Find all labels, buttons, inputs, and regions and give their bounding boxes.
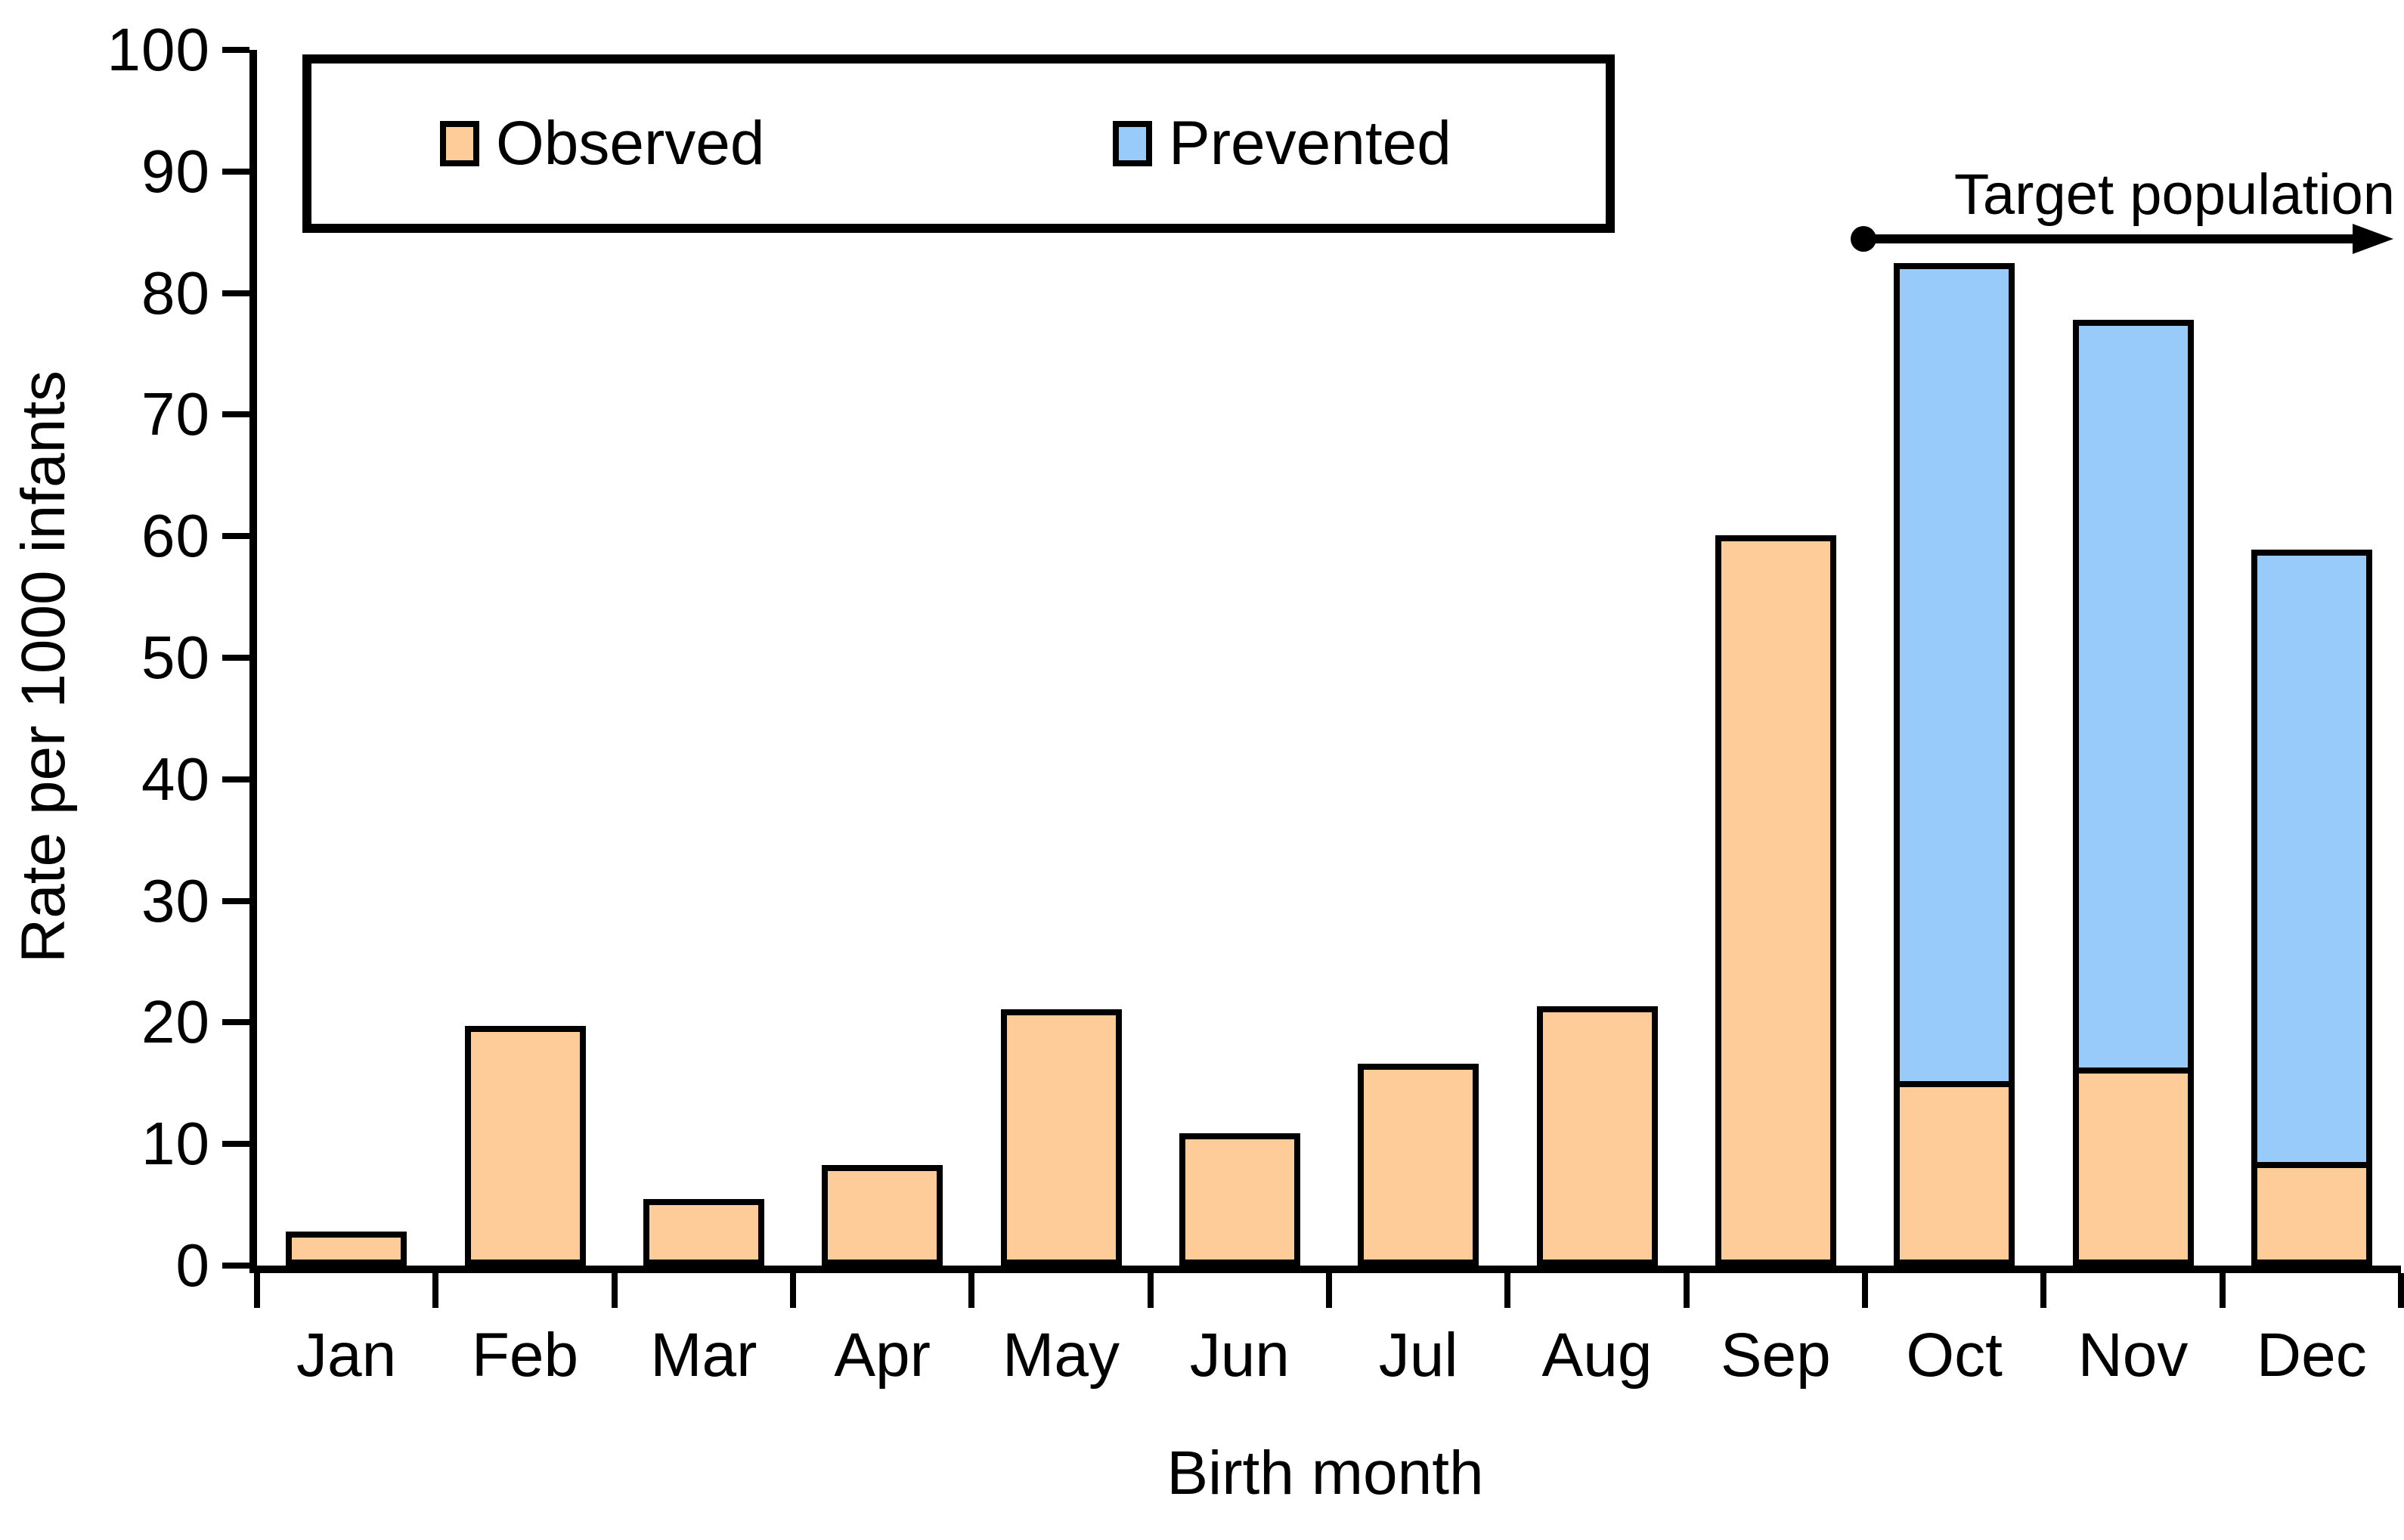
- plot-area: 0 10 20 30 40 50 60 70 80 90 100 Jan Feb Mar Apr May Jun…: [107, 20, 2404, 1387]
- bar-oct-observed: [1894, 1081, 2015, 1266]
- legend-item-observed: Observed: [440, 113, 765, 175]
- y-tick-label: 70: [141, 380, 210, 448]
- bar-apr-observed: [822, 1165, 943, 1266]
- x-tick-label: Apr: [834, 1321, 931, 1390]
- y-tick-label: 80: [141, 259, 210, 327]
- x-tick-mark: [1147, 1273, 1154, 1308]
- bar-feb-observed: [464, 1026, 586, 1266]
- bar-nov-prevented: [2072, 320, 2194, 1074]
- x-tick-label: Jul: [1378, 1321, 1458, 1390]
- x-tick-label: Jan: [296, 1321, 397, 1390]
- target-population-annotation: Target population: [1953, 163, 2395, 227]
- x-tick-mark: [790, 1273, 796, 1308]
- observed-swatch: [440, 121, 479, 166]
- y-tick-mark: [222, 655, 249, 661]
- x-tick-mark: [254, 1273, 260, 1308]
- y-tick-label: 0: [175, 1232, 210, 1299]
- y-tick-label: 30: [141, 866, 210, 934]
- x-tick-mark: [2219, 1273, 2226, 1308]
- x-axis-title: Birth month: [1166, 1439, 1484, 1507]
- y-tick-mark: [222, 47, 249, 53]
- bar-dec-prevented: [2251, 550, 2372, 1168]
- y-tick-mark: [222, 1263, 249, 1269]
- y-tick-label: 100: [107, 16, 210, 83]
- x-tick-label: Sep: [1720, 1321, 1831, 1390]
- x-tick-mark: [1504, 1273, 1511, 1308]
- y-tick-mark: [222, 290, 249, 296]
- y-tick-label: 90: [141, 137, 210, 205]
- bar-mar-observed: [643, 1199, 764, 1266]
- x-tick-mark: [968, 1273, 975, 1308]
- y-tick-label: 50: [141, 624, 210, 691]
- x-tick-mark: [2040, 1273, 2047, 1308]
- y-tick-mark: [222, 533, 249, 540]
- y-tick-label: 40: [141, 745, 210, 813]
- x-tick-mark: [611, 1273, 618, 1308]
- x-tick-label: Nov: [2077, 1321, 2189, 1390]
- legend: Observed Prevented: [302, 54, 1615, 233]
- bar-may-observed: [1000, 1009, 1122, 1266]
- legend-label-observed: Observed: [496, 109, 765, 178]
- legend-label-prevented: Prevented: [1169, 109, 1451, 178]
- target-population-arrow: [1851, 224, 2393, 254]
- x-tick-mark: [1326, 1273, 1332, 1308]
- x-tick-mark: [2398, 1273, 2404, 1308]
- y-tick-mark: [222, 168, 249, 175]
- arrow-head-icon: [2353, 224, 2393, 254]
- bar-dec-observed: [2251, 1162, 2372, 1266]
- x-tick-label: Oct: [1906, 1321, 2003, 1390]
- bar-nov-observed: [2072, 1067, 2194, 1266]
- y-tick-label: 20: [141, 988, 210, 1056]
- x-tick-label: Mar: [650, 1321, 757, 1390]
- y-tick-mark: [222, 1141, 249, 1148]
- y-tick-mark: [222, 1019, 249, 1026]
- x-tick-mark: [1683, 1273, 1690, 1308]
- x-tick-label: Feb: [471, 1321, 579, 1390]
- x-tick-label: May: [1002, 1321, 1120, 1390]
- bar-jul-observed: [1358, 1064, 1479, 1266]
- bar-aug-observed: [1536, 1006, 1658, 1266]
- x-tick-label: Aug: [1541, 1321, 1653, 1390]
- y-tick-label: 10: [141, 1110, 210, 1178]
- bar-jun-observed: [1179, 1133, 1300, 1266]
- bar-jan-observed: [286, 1232, 407, 1266]
- y-tick-mark: [222, 411, 249, 418]
- x-tick-mark: [432, 1273, 439, 1308]
- prevented-swatch: [1113, 121, 1152, 166]
- legend-item-prevented: Prevented: [1113, 113, 1451, 175]
- bar-oct-prevented: [1894, 263, 2015, 1087]
- x-tick-mark: [1862, 1273, 1868, 1308]
- x-tick-label: Jun: [1189, 1321, 1290, 1390]
- y-tick-mark: [222, 897, 249, 904]
- bar-sep-observed: [1715, 535, 1836, 1266]
- y-axis-title: Rate per 1000 infants: [9, 370, 78, 964]
- y-tick-mark: [222, 776, 249, 782]
- arrow-line: [1863, 234, 2374, 243]
- x-tick-label: Dec: [2256, 1321, 2367, 1390]
- y-tick-label: 60: [141, 502, 210, 570]
